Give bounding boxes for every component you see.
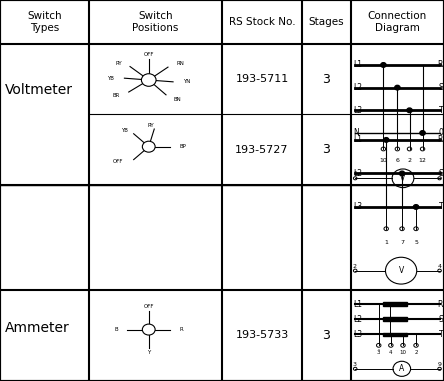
Text: BN: BN <box>174 97 181 102</box>
Text: 10: 10 <box>400 351 406 355</box>
Text: R: R <box>438 135 443 144</box>
Text: 1: 1 <box>353 171 357 176</box>
Text: L2: L2 <box>353 169 362 178</box>
Text: A: A <box>399 364 404 373</box>
Text: L1: L1 <box>353 300 362 309</box>
Text: 0: 0 <box>438 128 443 138</box>
Text: R: R <box>179 327 183 332</box>
Text: RS Stock No.: RS Stock No. <box>229 17 295 27</box>
Text: 3: 3 <box>377 351 381 355</box>
Text: 4: 4 <box>438 264 442 269</box>
Text: 3: 3 <box>322 329 330 342</box>
Text: 193-5733: 193-5733 <box>235 330 289 340</box>
Text: 2: 2 <box>353 264 357 269</box>
Text: 3: 3 <box>322 72 330 86</box>
Text: B: B <box>115 327 119 332</box>
Circle shape <box>384 138 389 142</box>
Text: 3: 3 <box>322 143 330 156</box>
Text: T: T <box>439 202 443 211</box>
Circle shape <box>143 141 155 152</box>
Text: S: S <box>438 83 443 92</box>
Text: OFF: OFF <box>113 159 123 164</box>
Bar <box>383 333 407 336</box>
Text: Connection
Diagram: Connection Diagram <box>368 11 427 33</box>
Text: S: S <box>438 315 443 324</box>
Text: 3: 3 <box>353 362 357 367</box>
Text: RY: RY <box>115 61 122 66</box>
Text: 4: 4 <box>389 351 392 355</box>
Text: OFF: OFF <box>143 304 154 309</box>
Text: T: T <box>439 330 443 339</box>
Text: YN: YN <box>182 79 190 84</box>
Text: V: V <box>400 174 406 183</box>
Text: 7: 7 <box>400 240 404 245</box>
Text: -: - <box>378 347 380 352</box>
Text: Stages: Stages <box>309 17 344 27</box>
Text: 5: 5 <box>414 240 418 245</box>
Circle shape <box>381 63 386 67</box>
Text: Ammeter: Ammeter <box>4 321 69 335</box>
Text: R: R <box>438 300 443 309</box>
Text: 3: 3 <box>438 171 442 176</box>
Text: Switch
Positions: Switch Positions <box>132 11 178 33</box>
Text: YB: YB <box>107 76 114 81</box>
Text: 193-5711: 193-5711 <box>235 74 289 84</box>
Text: L3: L3 <box>353 330 362 339</box>
Text: T: T <box>439 106 443 115</box>
Text: Switch
Types: Switch Types <box>27 11 62 33</box>
Text: L1: L1 <box>353 135 362 144</box>
Text: Y: Y <box>147 350 151 355</box>
Text: 1: 1 <box>384 240 388 245</box>
Text: BP: BP <box>179 144 186 149</box>
Text: OFF: OFF <box>143 52 154 57</box>
Text: R: R <box>438 61 443 69</box>
Text: YB: YB <box>121 128 128 133</box>
Text: L2: L2 <box>353 83 362 92</box>
Circle shape <box>395 85 400 90</box>
Text: RY: RY <box>148 123 155 128</box>
Bar <box>383 317 407 321</box>
Circle shape <box>420 131 425 135</box>
Text: 12: 12 <box>419 158 427 163</box>
Text: 10: 10 <box>380 158 387 163</box>
Text: 193-5727: 193-5727 <box>235 144 289 155</box>
Text: 9: 9 <box>438 362 442 367</box>
Circle shape <box>407 108 412 113</box>
Circle shape <box>143 324 155 335</box>
Circle shape <box>142 74 156 86</box>
Bar <box>383 303 407 306</box>
Text: L1: L1 <box>353 61 362 69</box>
Text: 6: 6 <box>396 158 399 163</box>
Text: RN: RN <box>176 61 184 66</box>
Text: 2: 2 <box>408 158 412 163</box>
Text: L3: L3 <box>353 106 362 115</box>
Text: L2: L2 <box>353 315 362 324</box>
Circle shape <box>400 171 404 176</box>
Text: BR: BR <box>112 93 120 98</box>
Text: L3: L3 <box>353 202 362 211</box>
Circle shape <box>413 205 419 209</box>
Text: N: N <box>353 128 359 138</box>
Text: V: V <box>398 266 404 275</box>
Text: 2: 2 <box>414 351 418 355</box>
Text: Voltmeter: Voltmeter <box>4 83 72 96</box>
Text: S: S <box>438 169 443 178</box>
